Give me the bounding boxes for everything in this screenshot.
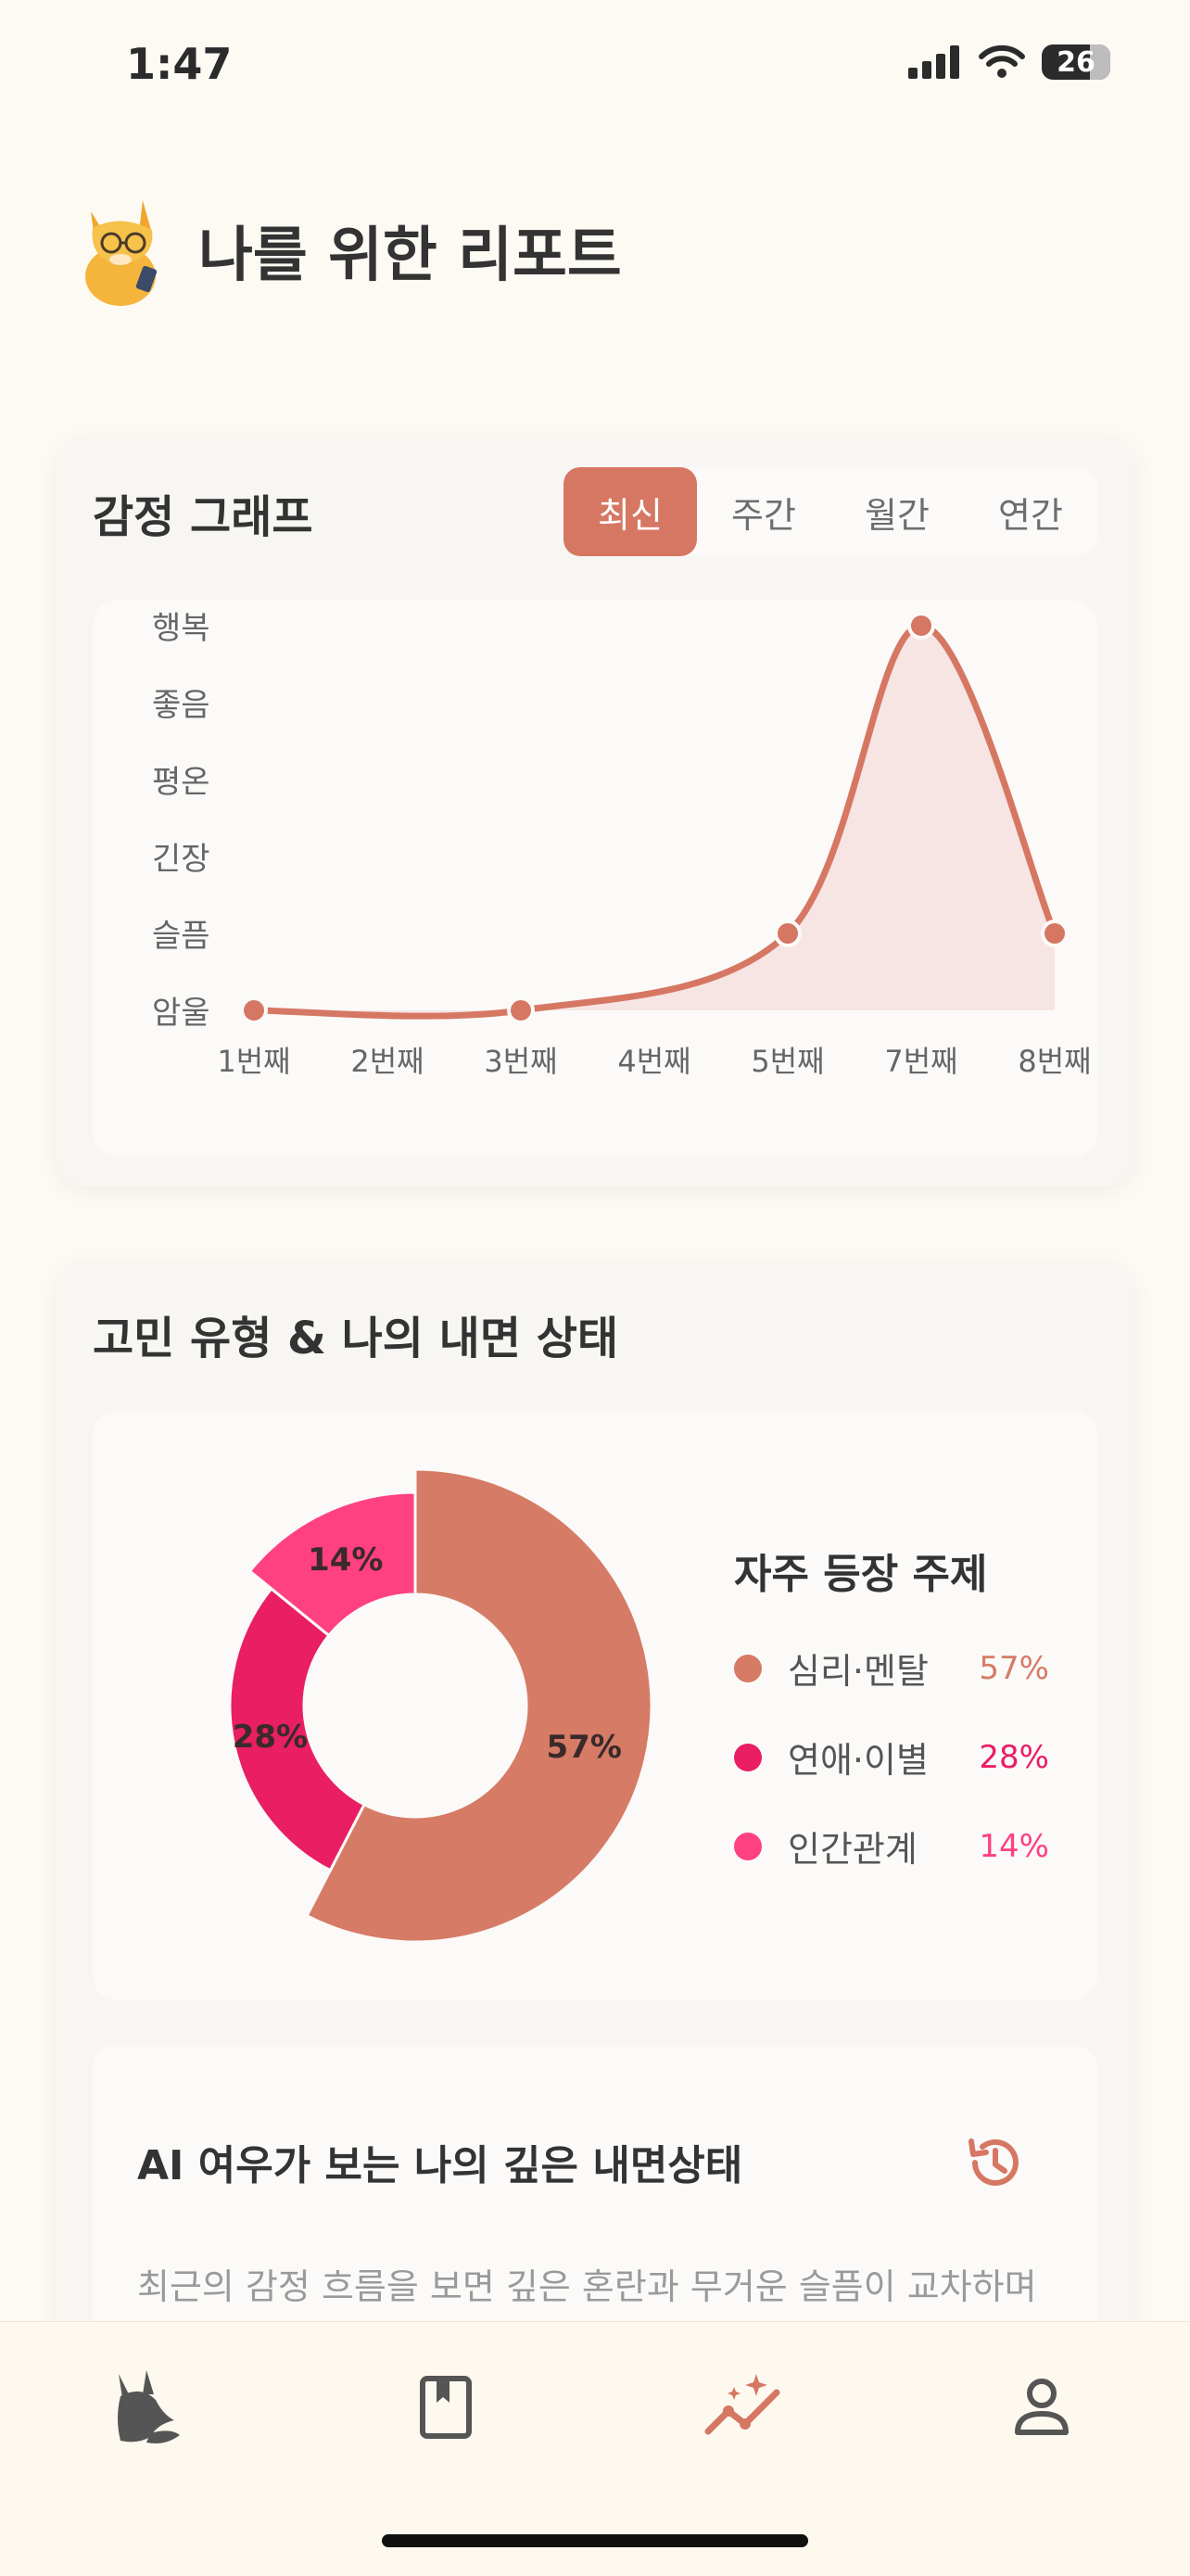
- x-tick-label: 1번째: [217, 1044, 290, 1079]
- data-point[interactable]: [240, 996, 268, 1024]
- y-tick-label: 평온: [152, 764, 210, 801]
- emotion-series-line: [250, 622, 1058, 1020]
- y-tick-label: 슬픔: [152, 918, 210, 955]
- x-tick-label: 7번째: [884, 1044, 957, 1079]
- tab-home[interactable]: [100, 2361, 193, 2454]
- fox-mascot-icon: [85, 200, 158, 306]
- emotion-graph-title: 감정 그래프: [93, 491, 313, 543]
- ai-insight-title: AI 여우가 보는 나의 깊은 내면상태: [137, 2142, 743, 2189]
- x-tick-label: 4번째: [617, 1044, 690, 1079]
- line-area-fill: [254, 626, 1055, 1017]
- status-time: 1:47: [126, 39, 233, 89]
- concern-pie-panel: 57% 28% 14% 자주 등장 주제 심리·멘탈 57% 연애·이별 28% 인…: [93, 1411, 1097, 2000]
- legend-dot: [734, 1743, 762, 1771]
- emotion-graph-card: 감정 그래프 최신 주간 월간 연간 암울 슬픔 긴장 평온 좋음 행복 1번째 2번째 3번째…: [56, 436, 1134, 1186]
- fox-home-icon: [118, 2370, 180, 2443]
- pie-slice-label: 28%: [233, 1719, 308, 1756]
- data-point[interactable]: [1041, 920, 1069, 947]
- y-tick-label: 긴장: [152, 841, 210, 878]
- cellular-signal-icon: [908, 45, 959, 79]
- legend-title: 자주 등장 주제: [734, 1551, 988, 1598]
- data-point[interactable]: [774, 920, 802, 947]
- pie-slice[interactable]: [305, 1467, 653, 1944]
- legend-item: 연애·이별 28%: [734, 1732, 1049, 1783]
- home-indicator: [382, 2534, 808, 2547]
- x-tick-label: 2번째: [350, 1044, 424, 1079]
- legend-label: 연애·이별: [788, 1740, 929, 1781]
- profile-icon: [1015, 2379, 1069, 2435]
- legend-label: 심리·멘탈: [788, 1651, 929, 1692]
- tab-journal[interactable]: [399, 2361, 492, 2454]
- legend-item: 인간관계 14%: [734, 1821, 1049, 1872]
- x-tick-label: 8번째: [1018, 1044, 1091, 1079]
- concern-type-title: 고민 유형 & 나의 내면 상태: [93, 1313, 619, 1364]
- legend-item: 심리·멘탈 57%: [734, 1643, 1049, 1694]
- bottom-tab-bar: [0, 2321, 1190, 2576]
- period-tabs: 최신 주간 월간 연간: [563, 467, 1097, 556]
- report-chart-icon: [704, 2374, 780, 2435]
- legend-label: 인간관계: [788, 1829, 918, 1870]
- pie-slice[interactable]: [247, 1491, 417, 1638]
- ai-insight-text: 최근의 감정 흐름을 보면 깊은 혼란과 무거운 슬픔이 교차하며: [137, 2266, 1037, 2307]
- y-tick-label: 좋음: [152, 687, 210, 724]
- legend-value: 57%: [979, 1649, 1049, 1687]
- legend-value: 14%: [979, 1827, 1049, 1865]
- tab-monthly[interactable]: 월간: [865, 494, 930, 536]
- status-bar: 1:47 26: [0, 0, 1190, 130]
- journal-book-icon: [420, 2376, 472, 2439]
- tab-report[interactable]: [698, 2361, 791, 2454]
- pie-slice[interactable]: [228, 1586, 367, 1872]
- tab-latest[interactable]: 최신: [563, 467, 697, 556]
- legend-dot: [734, 1654, 762, 1682]
- battery-indicator: 26: [1042, 44, 1110, 80]
- page-title: 나를 위한 리포트: [198, 222, 622, 290]
- status-icons: 26: [908, 44, 1110, 80]
- history-icon[interactable]: [962, 2130, 1027, 2195]
- emotion-line-chart: 암울 슬픔 긴장 평온 좋음 행복 1번째 2번째 3번째 4번째 5번째 7번째 8번째: [93, 601, 1097, 1157]
- x-tick-label: 5번째: [751, 1044, 824, 1079]
- pie-slice-label: 57%: [547, 1729, 622, 1766]
- y-tick-label: 행복: [152, 610, 210, 647]
- pie-slice-label: 14%: [308, 1542, 383, 1579]
- tab-profile[interactable]: [995, 2361, 1088, 2454]
- data-point[interactable]: [907, 612, 935, 640]
- tab-yearly[interactable]: 연간: [998, 494, 1063, 536]
- legend-dot: [734, 1832, 762, 1860]
- x-tick-label: 3번째: [484, 1044, 557, 1079]
- page-header: 나를 위한 리포트: [78, 195, 622, 306]
- legend-value: 28%: [979, 1738, 1049, 1776]
- battery-level: 26: [1057, 45, 1095, 79]
- wifi-icon: [979, 44, 1025, 78]
- tab-weekly[interactable]: 주간: [731, 494, 796, 536]
- y-tick-label: 암울: [152, 995, 210, 1032]
- data-point[interactable]: [507, 996, 535, 1024]
